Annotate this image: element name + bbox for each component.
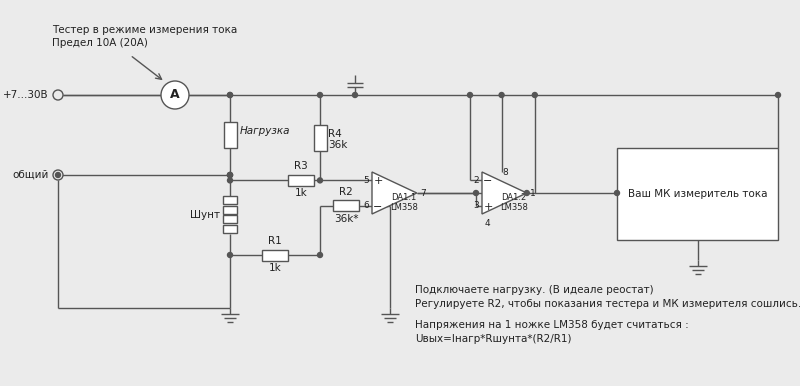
Text: Регулируете R2, чтобы показания тестера и МК измерителя сошлись.: Регулируете R2, чтобы показания тестера …	[415, 299, 800, 309]
Text: Напряжения на 1 ножке LM358 будет считаться :: Напряжения на 1 ножке LM358 будет считат…	[415, 320, 689, 330]
Text: 8: 8	[502, 168, 509, 177]
Text: −: −	[374, 201, 382, 212]
Text: +: +	[483, 201, 493, 212]
Circle shape	[467, 93, 473, 98]
Bar	[223, 215, 237, 223]
Circle shape	[318, 252, 322, 257]
Text: A: A	[170, 88, 180, 102]
Circle shape	[227, 173, 233, 178]
Text: 36k*: 36k*	[334, 213, 358, 223]
Circle shape	[318, 93, 322, 98]
Circle shape	[227, 252, 233, 257]
Bar	[223, 122, 237, 148]
Bar	[262, 249, 288, 261]
Circle shape	[53, 170, 63, 180]
Text: общий: общий	[13, 170, 49, 180]
Circle shape	[353, 93, 358, 98]
Text: 1: 1	[530, 188, 535, 198]
Bar	[333, 200, 359, 211]
Text: 1k: 1k	[294, 188, 307, 198]
Text: R2: R2	[339, 186, 353, 196]
Text: DA1.2: DA1.2	[502, 193, 526, 203]
Text: 5: 5	[363, 176, 369, 185]
Bar	[223, 205, 237, 214]
Bar	[288, 175, 314, 186]
Text: +: +	[374, 176, 382, 186]
Polygon shape	[372, 172, 417, 214]
Text: Подключаете нагрузку. (В идеале реостат): Подключаете нагрузку. (В идеале реостат)	[415, 285, 654, 295]
Circle shape	[474, 191, 478, 195]
Bar	[223, 225, 237, 233]
Polygon shape	[482, 172, 526, 214]
Text: Нагрузка: Нагрузка	[240, 126, 290, 136]
Text: Ваш МК измеритель тока: Ваш МК измеритель тока	[628, 189, 767, 199]
Circle shape	[55, 173, 61, 178]
Text: R1: R1	[268, 236, 282, 246]
Circle shape	[227, 173, 233, 178]
Circle shape	[161, 81, 189, 109]
Text: 4: 4	[484, 219, 490, 228]
Text: 7: 7	[420, 188, 426, 198]
Text: 3: 3	[474, 201, 479, 210]
Text: 1k: 1k	[269, 263, 282, 273]
Text: 2: 2	[474, 176, 479, 185]
Text: 36k: 36k	[328, 140, 347, 150]
Circle shape	[227, 93, 233, 98]
Circle shape	[53, 90, 63, 100]
Circle shape	[227, 173, 233, 178]
Text: LM358: LM358	[390, 203, 418, 212]
Bar	[223, 196, 237, 204]
Circle shape	[524, 191, 530, 195]
Circle shape	[614, 191, 619, 195]
Text: 6: 6	[363, 201, 369, 210]
Circle shape	[227, 93, 233, 98]
Text: Предел 10А (20А): Предел 10А (20А)	[52, 38, 148, 48]
Text: R3: R3	[294, 161, 308, 171]
Text: LM358: LM358	[500, 203, 528, 212]
Text: Шунт: Шунт	[190, 210, 220, 220]
Text: Тестер в режиме измерения тока: Тестер в режиме измерения тока	[52, 25, 238, 35]
Text: Uвых=Iнагр*Rшунта*(R2/R1): Uвых=Iнагр*Rшунта*(R2/R1)	[415, 334, 571, 344]
Circle shape	[318, 178, 322, 183]
Circle shape	[499, 93, 504, 98]
Text: DA1.1: DA1.1	[391, 193, 417, 203]
Bar	[617, 148, 778, 240]
Text: −: −	[483, 176, 493, 186]
Bar	[314, 125, 326, 151]
Circle shape	[775, 93, 781, 98]
Circle shape	[532, 93, 538, 98]
Text: R4: R4	[328, 129, 342, 139]
Circle shape	[227, 178, 233, 183]
Text: +7...30В: +7...30В	[3, 90, 49, 100]
